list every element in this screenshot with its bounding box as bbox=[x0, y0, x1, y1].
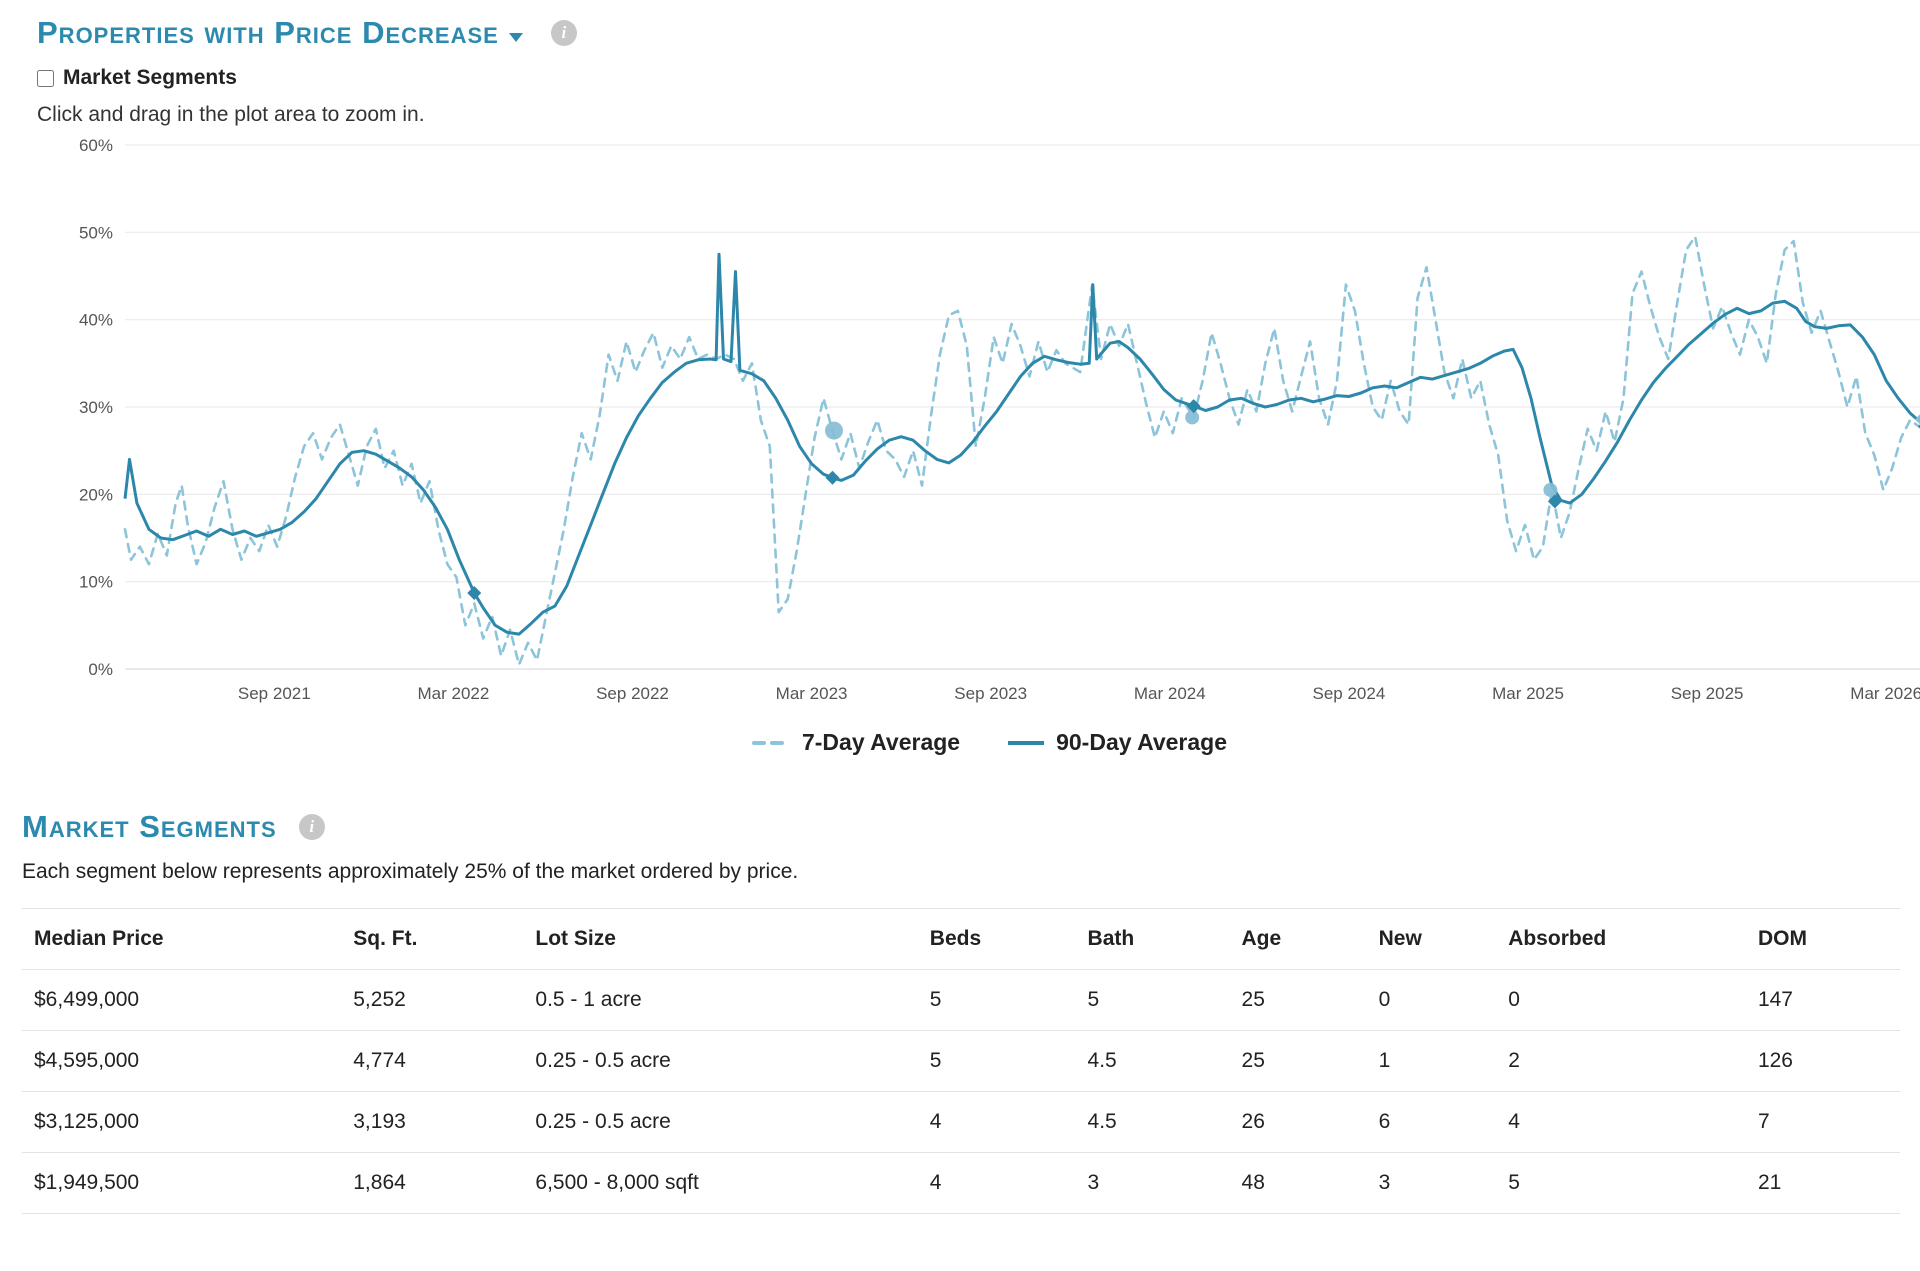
column-header: Lot Size bbox=[523, 908, 918, 971]
table-cell: 5 bbox=[917, 969, 1076, 1032]
svg-text:0%: 0% bbox=[88, 660, 113, 679]
table-row: $1,949,500 1,864 6,500 - 8,000 sqft 4 3 48 3 5 2… bbox=[22, 1152, 1900, 1215]
table-cell: 3 bbox=[1075, 1152, 1230, 1215]
table-cell: 5,252 bbox=[341, 969, 524, 1032]
svg-text:50%: 50% bbox=[79, 223, 113, 242]
market-segments-section: Market Segments i Each segment below rep… bbox=[0, 809, 1920, 1215]
table-cell: 5 bbox=[1075, 969, 1230, 1032]
table-cell: 0.5 - 1 acre bbox=[523, 969, 918, 1032]
info-icon[interactable]: i bbox=[298, 814, 325, 841]
svg-text:Sep 2024: Sep 2024 bbox=[1313, 684, 1386, 703]
svg-text:Mar 2025: Mar 2025 bbox=[1492, 684, 1564, 703]
table-cell: 1 bbox=[1366, 1030, 1497, 1093]
table-cell: 147 bbox=[1745, 969, 1900, 1032]
legend-label: 7-Day Average bbox=[801, 729, 961, 756]
market-segments-title: Market Segments bbox=[22, 809, 277, 845]
table-cell: 0 bbox=[1496, 969, 1746, 1032]
column-header: Absorbed bbox=[1496, 908, 1746, 971]
table-cell: 25 bbox=[1229, 969, 1367, 1032]
svg-text:Sep 2023: Sep 2023 bbox=[954, 684, 1027, 703]
svg-text:40%: 40% bbox=[79, 311, 113, 330]
table-row: $3,125,000 3,193 0.25 - 0.5 acre 4 4.5 26 6 4 7 bbox=[22, 1091, 1900, 1154]
price-decrease-section: Properties with Price Decrease i Market … bbox=[37, 15, 1920, 756]
table-cell: $6,499,000 bbox=[22, 969, 342, 1032]
table-cell: 4 bbox=[1496, 1091, 1746, 1154]
market-segments-checkbox-label: Market Segments bbox=[63, 66, 237, 90]
table-cell: 4 bbox=[917, 1152, 1076, 1215]
table-cell: 0.25 - 0.5 acre bbox=[523, 1091, 918, 1154]
table-cell: 3,193 bbox=[341, 1091, 524, 1154]
legend-line-sample bbox=[1008, 740, 1045, 745]
svg-text:Mar 2023: Mar 2023 bbox=[776, 684, 848, 703]
column-header: New bbox=[1366, 908, 1497, 971]
table-cell: 25 bbox=[1229, 1030, 1367, 1093]
table-cell: 2 bbox=[1496, 1030, 1746, 1093]
table-cell: 0 bbox=[1366, 969, 1497, 1032]
table-cell: 48 bbox=[1229, 1152, 1367, 1215]
info-icon[interactable]: i bbox=[550, 20, 577, 47]
table-cell: 5 bbox=[917, 1030, 1076, 1093]
svg-text:20%: 20% bbox=[79, 485, 113, 504]
table-row: $6,499,000 5,252 0.5 - 1 acre 5 5 25 0 0 147 bbox=[22, 969, 1900, 1032]
table-cell: 6,500 - 8,000 sqft bbox=[523, 1152, 918, 1215]
column-header: Beds bbox=[917, 908, 1076, 971]
table-cell: 0.25 - 0.5 acre bbox=[523, 1030, 918, 1093]
svg-text:Sep 2025: Sep 2025 bbox=[1671, 684, 1744, 703]
market-segments-subtitle: Each segment below represents approximat… bbox=[22, 860, 799, 884]
svg-text:10%: 10% bbox=[79, 573, 113, 592]
table-cell: 4.5 bbox=[1075, 1091, 1230, 1154]
table-cell: 1,864 bbox=[341, 1152, 524, 1215]
column-header: Age bbox=[1229, 908, 1367, 971]
market-segments-checkbox[interactable] bbox=[37, 69, 54, 87]
chart-legend: 7-Day Average 90-Day Average bbox=[37, 729, 1920, 756]
table-cell: 4.5 bbox=[1075, 1030, 1230, 1093]
table-cell: 6 bbox=[1366, 1091, 1497, 1154]
svg-text:Sep 2022: Sep 2022 bbox=[596, 684, 669, 703]
legend-item[interactable]: 90-Day Average bbox=[1006, 729, 1227, 756]
table-cell: 5 bbox=[1496, 1152, 1746, 1215]
page-title: Properties with Price Decrease bbox=[37, 15, 499, 50]
legend-item[interactable]: 7-Day Average bbox=[751, 729, 961, 756]
table-cell: 26 bbox=[1229, 1091, 1367, 1154]
table-cell: $1,949,500 bbox=[22, 1152, 342, 1215]
svg-text:Mar 2022: Mar 2022 bbox=[417, 684, 489, 703]
table-cell: $3,125,000 bbox=[22, 1091, 342, 1154]
table-row: $4,595,000 4,774 0.25 - 0.5 acre 5 4.5 25 1 2 12… bbox=[22, 1030, 1900, 1093]
market-segments-toggle[interactable]: Market Segments bbox=[37, 66, 1920, 90]
table-cell: 4,774 bbox=[341, 1030, 524, 1093]
svg-text:Mar 2024: Mar 2024 bbox=[1134, 684, 1206, 703]
column-header: DOM bbox=[1745, 908, 1900, 971]
legend-line-sample bbox=[751, 740, 792, 745]
zoom-hint: Click and drag in the plot area to zoom … bbox=[37, 103, 425, 127]
svg-text:Sep 2021: Sep 2021 bbox=[238, 684, 311, 703]
table-cell: 7 bbox=[1745, 1091, 1900, 1154]
table-cell: 21 bbox=[1745, 1152, 1900, 1215]
price-trend-chart[interactable]: 0% 10% 20% 30% 40% 50% 60% Sep 2021 Mar 2022 Sep … bbox=[37, 129, 1920, 729]
column-header: Sq. Ft. bbox=[341, 908, 524, 971]
column-header: Median Price bbox=[22, 908, 342, 971]
svg-text:60%: 60% bbox=[79, 136, 113, 155]
chevron-down-icon[interactable] bbox=[508, 32, 523, 42]
chart-title-dropdown[interactable]: Properties with Price Decrease bbox=[37, 15, 499, 50]
svg-text:Mar 2026: Mar 2026 bbox=[1850, 684, 1920, 703]
table-cell: 126 bbox=[1745, 1030, 1900, 1093]
table-header-row: Median Price Sq. Ft. Lot Size Beds Bath Age Ne… bbox=[22, 908, 1900, 971]
table-cell: 3 bbox=[1366, 1152, 1497, 1215]
legend-label: 90-Day Average bbox=[1056, 729, 1227, 756]
column-header: Bath bbox=[1075, 908, 1230, 971]
market-segments-table: Median Price Sq. Ft. Lot Size Beds Bath Age Ne… bbox=[22, 908, 1900, 1215]
table-cell: 4 bbox=[917, 1091, 1076, 1154]
table-cell: $4,595,000 bbox=[22, 1030, 342, 1093]
svg-text:30%: 30% bbox=[79, 398, 113, 417]
